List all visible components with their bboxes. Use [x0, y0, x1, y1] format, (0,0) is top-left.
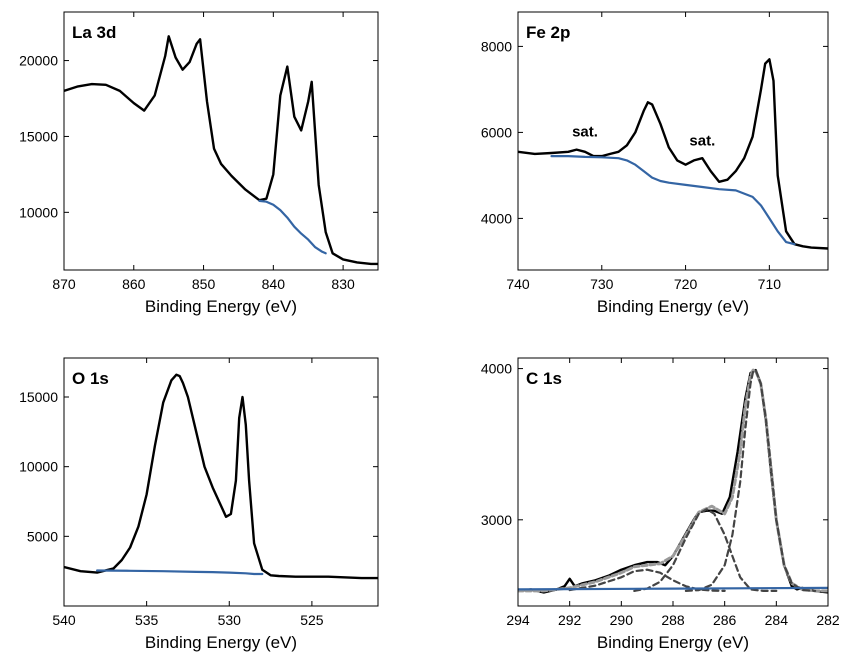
x-tick-label: 870 [52, 276, 76, 292]
series-group [518, 368, 828, 594]
x-axis-title: Binding Energy (eV) [145, 297, 297, 316]
y-tick-label: 10000 [19, 204, 58, 220]
x-tick-label: 288 [661, 612, 685, 628]
series-line-background [96, 569, 264, 576]
y-tick-label: 5000 [27, 528, 58, 544]
y-tick-label: 3000 [481, 512, 512, 528]
chart-panel-fe2p: 740 730 720 710 4000 6000 8000 Binding Energy (… [481, 11, 829, 316]
y-tick-label: 4000 [481, 210, 512, 226]
x-tick-label: 740 [506, 276, 530, 292]
x-tick-label: 710 [758, 276, 782, 292]
y-tick-label: 15000 [19, 128, 58, 144]
x-tick-label: 720 [674, 276, 698, 292]
panel-title: La 3d [72, 23, 116, 42]
panel-title: C 1s [526, 369, 562, 388]
x-tick-label: 540 [52, 612, 76, 628]
x-tick-label: 290 [610, 612, 634, 628]
series-group [518, 58, 828, 250]
x-axis-title: Binding Energy (eV) [597, 633, 749, 652]
y-tick-label: 8000 [481, 38, 512, 54]
x-tick-label: 850 [192, 276, 216, 292]
satellite-annotation: sat. [572, 124, 598, 141]
chart-panel-c1s: 294 292 290 288 286 284 282 3000 4000 Binding Ene… [481, 357, 840, 652]
series-line-fit-component [633, 508, 778, 592]
y-tick-label: 4000 [481, 361, 512, 377]
series-line-spectrum [518, 58, 828, 250]
panel-title: O 1s [72, 369, 109, 388]
y-tick-label: 20000 [19, 53, 58, 69]
y-tick-label: 10000 [19, 459, 58, 475]
x-axis-title: Binding Energy (eV) [145, 633, 297, 652]
y-tick-label: 15000 [19, 389, 58, 405]
series-line-spectrum [64, 35, 378, 266]
x-tick-label: 860 [122, 276, 146, 292]
x-tick-label: 282 [816, 612, 840, 628]
series-group [64, 35, 378, 266]
x-tick-label: 840 [262, 276, 286, 292]
x-tick-label: 292 [558, 612, 582, 628]
plot-frame [517, 11, 829, 271]
series-line-fit-envelope [518, 368, 828, 593]
satellite-annotation: sat. [689, 132, 715, 149]
series-line-spectrum [64, 373, 378, 580]
plot-frame [63, 11, 379, 271]
x-tick-label: 286 [713, 612, 737, 628]
plot-frame [517, 357, 829, 607]
plot-frame [63, 357, 379, 607]
x-tick-label: 830 [331, 276, 355, 292]
panel-title: Fe 2p [526, 23, 570, 42]
series-line-spectrum [518, 368, 828, 594]
x-tick-label: 294 [506, 612, 530, 628]
series-line-fit-component [684, 369, 817, 592]
series-line-background [550, 155, 796, 246]
series-group [64, 373, 378, 580]
x-tick-label: 730 [590, 276, 614, 292]
x-axis-title: Binding Energy (eV) [597, 297, 749, 316]
x-tick-label: 530 [218, 612, 242, 628]
series-line-fit-component [568, 568, 726, 592]
y-tick-label: 6000 [481, 124, 512, 140]
chart-panel-o1s: 540 535 530 525 5000 10000 15000 Binding Energy… [19, 357, 379, 652]
x-tick-label: 284 [765, 612, 789, 628]
series-line-background [258, 199, 327, 255]
series-line-background [518, 586, 828, 591]
x-tick-label: 525 [300, 612, 324, 628]
x-tick-label: 535 [135, 612, 159, 628]
chart-panel-la3d: 870 860 850 840 830 10000 15000 20000 Binding En… [19, 11, 379, 316]
